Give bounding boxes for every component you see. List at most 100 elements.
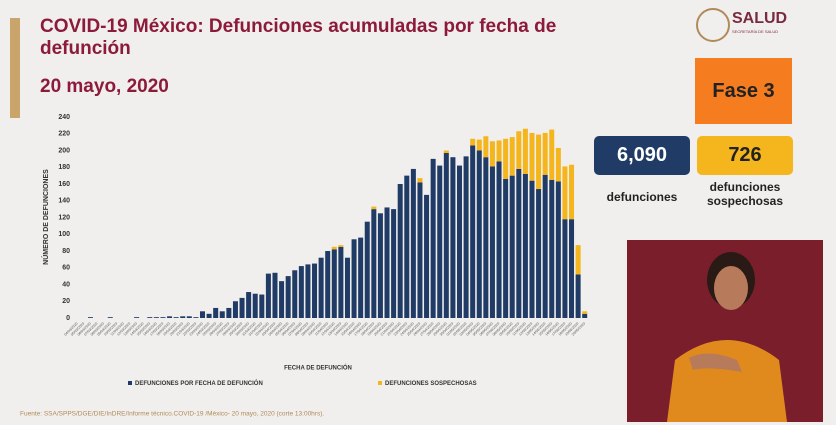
bar-segment — [239, 297, 245, 318]
y-tick-label: 200 — [58, 147, 70, 154]
person-hands — [689, 353, 742, 372]
bar-segment — [529, 132, 535, 181]
bar-segment — [516, 131, 522, 169]
date: 20 mayo, 2020 — [40, 76, 169, 97]
bar-segment — [364, 221, 370, 318]
bar-segment — [199, 311, 206, 318]
bar-segment — [575, 274, 581, 318]
bar-segment — [391, 209, 397, 318]
y-tick-label: 180 — [58, 164, 70, 171]
bar-segment — [252, 293, 258, 318]
bar-segment — [536, 189, 542, 318]
bar-segment — [516, 168, 522, 318]
bar-segment — [265, 273, 271, 318]
bar-segment — [496, 161, 502, 318]
bar-segment — [272, 272, 278, 318]
logo-sub: SECRETARÍA DE SALUD — [732, 29, 779, 34]
logo-text: SALUD — [732, 10, 788, 27]
bar-segment — [456, 165, 463, 318]
bar-segment — [259, 294, 265, 318]
bar-segment — [371, 206, 377, 210]
person-face — [714, 266, 748, 310]
bar-segment — [292, 270, 298, 318]
bar-segment — [318, 257, 324, 318]
legend-swatch — [128, 381, 132, 385]
bar-segment — [476, 139, 482, 151]
bar-segment — [410, 168, 416, 318]
bar-segment — [305, 264, 311, 318]
bar-segment — [536, 134, 542, 190]
bar-segment — [87, 317, 93, 318]
bar-segment — [279, 281, 285, 318]
y-tick-label: 120 — [58, 214, 70, 221]
bar-segment — [417, 178, 423, 183]
bar-segment — [160, 317, 166, 318]
bar-segment — [555, 147, 561, 182]
bar-segment — [338, 245, 344, 247]
bar-segment — [483, 136, 489, 158]
bar-segment — [193, 317, 199, 318]
bar-segment — [555, 181, 561, 318]
bar-segment — [509, 175, 515, 318]
bar-segment — [325, 251, 331, 318]
bar-segment — [377, 213, 383, 318]
bar-segment — [443, 153, 449, 318]
bar-segment — [476, 150, 482, 318]
logo-emblem — [696, 8, 730, 42]
y-axis-title: NÚMERO DE DEFUNCIONES — [41, 169, 50, 265]
bar-segment — [298, 266, 304, 318]
bar-segment — [371, 209, 377, 318]
bar-segment — [575, 245, 581, 275]
bar-segment — [180, 316, 186, 318]
bar-segment — [213, 307, 219, 318]
accent-bar — [10, 18, 20, 118]
legend-label: DEFUNCIONES POR FECHA DE DEFUNCIÓN — [135, 379, 263, 387]
bar-segment — [542, 174, 548, 318]
bar-segment — [351, 239, 357, 318]
deaths-box: 6,090 — [594, 136, 690, 175]
bar-segment — [384, 207, 390, 318]
bar-segment — [522, 173, 528, 318]
bar-segment — [509, 137, 515, 176]
bar-segment — [582, 313, 588, 318]
bar-segment — [443, 150, 449, 154]
bar-segment — [463, 156, 469, 318]
y-tick-label: 40 — [62, 281, 70, 288]
bar-segment — [437, 165, 443, 318]
bar-segment — [522, 128, 528, 174]
bar-segment — [470, 145, 476, 318]
legend-swatch — [378, 381, 382, 385]
suspect-label: defunciones sospechosas — [706, 180, 784, 208]
bar-segment — [147, 317, 153, 318]
bar-segment — [529, 180, 535, 318]
chart: NÚMERO DE DEFUNCIONES FECHA DE DEFUNCIÓN… — [20, 114, 588, 418]
bar-segment — [417, 182, 423, 318]
bar-segment — [338, 246, 344, 318]
bar-segment — [397, 184, 403, 318]
bar-segment — [173, 317, 179, 318]
bar-segment — [312, 263, 318, 318]
source: Fuente: SSA/SPPS/DGE/DIE/InDRE/Informe t… — [20, 411, 324, 418]
bar-segment — [285, 276, 291, 318]
y-tick-label: 60 — [62, 265, 70, 272]
bar-segment — [569, 219, 575, 318]
title: COVID-19 México: Defunciones acumuladas … — [40, 16, 557, 59]
y-tick-label: 160 — [58, 181, 70, 188]
bar-segment — [404, 175, 410, 318]
bar-segment — [496, 140, 502, 162]
bar-segment — [542, 132, 548, 175]
bar-segment — [331, 246, 337, 250]
y-tick-label: 0 — [66, 315, 70, 322]
bar-segment — [562, 166, 568, 220]
bar-segment — [153, 317, 159, 318]
bar-segment — [483, 157, 489, 318]
suspect-box: 726 — [697, 136, 793, 175]
bar-segment — [331, 249, 337, 318]
bar-segment — [430, 158, 436, 318]
bar-segment — [489, 166, 495, 318]
interpreter-video — [627, 240, 823, 422]
bar-segment — [134, 317, 140, 318]
bar-segment — [549, 129, 555, 180]
deaths-label: defunciones — [606, 190, 678, 204]
bar-segment — [107, 317, 113, 318]
